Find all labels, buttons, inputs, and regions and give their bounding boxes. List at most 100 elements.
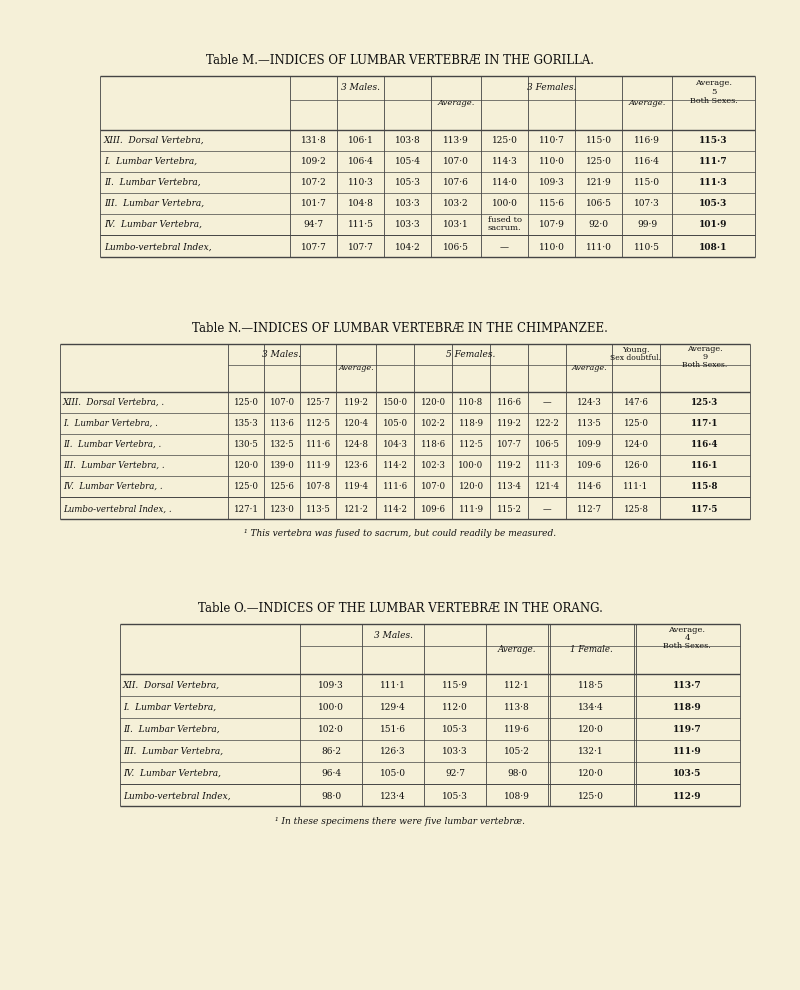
Text: 116·4: 116·4: [691, 440, 718, 449]
Text: 132·5: 132·5: [270, 440, 294, 449]
Text: 115·8: 115·8: [691, 482, 718, 491]
Text: 116·4: 116·4: [634, 157, 660, 166]
Text: 119·2: 119·2: [497, 419, 522, 428]
Text: 110·3: 110·3: [348, 178, 374, 187]
Text: 113·7: 113·7: [673, 680, 702, 689]
Text: Table M.—INDICES OF LUMBAR VERTEBRÆ IN THE GORILLA.: Table M.—INDICES OF LUMBAR VERTEBRÆ IN T…: [206, 53, 594, 66]
Text: 125·0: 125·0: [234, 482, 258, 491]
Text: 115·2: 115·2: [497, 505, 522, 514]
Text: 109·3: 109·3: [538, 178, 564, 187]
Text: 113·9: 113·9: [443, 136, 469, 145]
Text: III.  Lumbar Vertebra,: III. Lumbar Vertebra,: [123, 746, 223, 755]
Text: 105·3: 105·3: [442, 792, 468, 801]
Text: 103·8: 103·8: [394, 136, 420, 145]
Text: 116·9: 116·9: [634, 136, 660, 145]
Text: 115·9: 115·9: [442, 680, 468, 689]
Text: II.  Lumbar Vertebra,: II. Lumbar Vertebra,: [123, 725, 220, 734]
Text: —: —: [542, 505, 551, 514]
Text: Average.: Average.: [571, 364, 607, 372]
Text: 114·3: 114·3: [492, 157, 518, 166]
Text: 107·3: 107·3: [634, 199, 660, 208]
Text: IV.  Lumbar Vertebra,: IV. Lumbar Vertebra,: [123, 768, 221, 777]
Text: 119·4: 119·4: [343, 482, 369, 491]
Text: 116·1: 116·1: [691, 461, 718, 470]
Text: 112·5: 112·5: [306, 419, 330, 428]
Text: 104·2: 104·2: [394, 243, 420, 252]
Text: 150·0: 150·0: [382, 398, 407, 407]
Text: 134·4: 134·4: [578, 703, 604, 712]
Text: 105·3: 105·3: [394, 178, 421, 187]
Text: 103·2: 103·2: [443, 199, 469, 208]
Text: 105·3: 105·3: [699, 199, 728, 208]
Text: 111·5: 111·5: [347, 220, 374, 229]
Text: 108·1: 108·1: [699, 243, 728, 252]
Text: 121·4: 121·4: [534, 482, 559, 491]
Text: XII.  Dorsal Vertebra,: XII. Dorsal Vertebra,: [123, 680, 220, 689]
Text: 3 Females.: 3 Females.: [527, 83, 576, 92]
Text: 109·3: 109·3: [318, 680, 344, 689]
Text: 114·2: 114·2: [382, 461, 407, 470]
Text: Lumbo-vertebral Index,: Lumbo-vertebral Index,: [104, 243, 212, 252]
Text: 106·4: 106·4: [347, 157, 374, 166]
Text: 100·0: 100·0: [318, 703, 344, 712]
Text: 113·5: 113·5: [577, 419, 602, 428]
Text: 107·7: 107·7: [497, 440, 522, 449]
Text: IV.  Lumbar Vertebra, .: IV. Lumbar Vertebra, .: [63, 482, 162, 491]
Text: 113·4: 113·4: [497, 482, 522, 491]
Text: 103·3: 103·3: [394, 220, 420, 229]
Text: 115·0: 115·0: [634, 178, 660, 187]
Text: 112·0: 112·0: [442, 703, 468, 712]
Text: Average.: Average.: [669, 626, 706, 634]
Text: 107·0: 107·0: [421, 482, 446, 491]
Text: 117·1: 117·1: [691, 419, 718, 428]
Text: 118·9: 118·9: [673, 703, 702, 712]
Text: XIII.  Dorsal Vertebra, .: XIII. Dorsal Vertebra, .: [63, 398, 165, 407]
Text: 100·0: 100·0: [458, 461, 484, 470]
Text: 102·2: 102·2: [421, 419, 446, 428]
Text: 120·0: 120·0: [578, 768, 604, 777]
Text: 123·4: 123·4: [380, 792, 406, 801]
Text: 123·0: 123·0: [270, 505, 294, 514]
Text: 132·1: 132·1: [578, 746, 604, 755]
Text: II.  Lumbar Vertebra, .: II. Lumbar Vertebra, .: [63, 440, 162, 449]
Text: sacrum.: sacrum.: [488, 225, 522, 233]
Text: 119·6: 119·6: [504, 725, 530, 734]
Text: 120·0: 120·0: [421, 398, 446, 407]
Text: I.  Lumbar Vertebra,: I. Lumbar Vertebra,: [123, 703, 216, 712]
Text: fused to: fused to: [487, 217, 522, 225]
Text: 110·0: 110·0: [538, 157, 565, 166]
Text: 101·9: 101·9: [699, 220, 728, 229]
Text: 120·0: 120·0: [578, 725, 604, 734]
Text: 120·0: 120·0: [234, 461, 258, 470]
Text: 111·1: 111·1: [623, 482, 649, 491]
Text: 98·0: 98·0: [507, 768, 527, 777]
Text: Sex doubtful.: Sex doubtful.: [610, 354, 662, 362]
Text: 125·8: 125·8: [623, 505, 649, 514]
Text: 125·3: 125·3: [691, 398, 718, 407]
Text: 3 Males.: 3 Males.: [374, 631, 413, 640]
Text: 119·7: 119·7: [673, 725, 702, 734]
Text: 5: 5: [711, 88, 716, 96]
Text: —: —: [542, 398, 551, 407]
Text: 112·1: 112·1: [504, 680, 530, 689]
Text: I.  Lumbar Vertebra, .: I. Lumbar Vertebra, .: [63, 419, 158, 428]
Text: 111·9: 111·9: [458, 505, 483, 514]
Text: 125·0: 125·0: [578, 792, 604, 801]
Text: 111·9: 111·9: [306, 461, 330, 470]
Text: 111·3: 111·3: [534, 461, 559, 470]
Text: 110·5: 110·5: [634, 243, 660, 252]
Text: 105·0: 105·0: [380, 768, 406, 777]
Text: 129·4: 129·4: [380, 703, 406, 712]
Text: 120·0: 120·0: [458, 482, 483, 491]
Text: 111·1: 111·1: [380, 680, 406, 689]
Text: Average.: Average.: [438, 99, 474, 107]
Text: II.  Lumbar Vertebra,: II. Lumbar Vertebra,: [104, 178, 201, 187]
Text: XIII.  Dorsal Vertebra,: XIII. Dorsal Vertebra,: [104, 136, 205, 145]
Text: 112·7: 112·7: [577, 505, 602, 514]
Text: 118·9: 118·9: [458, 419, 483, 428]
Text: 117·5: 117·5: [691, 505, 718, 514]
Text: Table N.—INDICES OF LUMBAR VERTEBRÆ IN THE CHIMPANZEE.: Table N.—INDICES OF LUMBAR VERTEBRÆ IN T…: [192, 322, 608, 335]
Text: 127·1: 127·1: [234, 505, 258, 514]
Text: 105·2: 105·2: [504, 746, 530, 755]
Text: 116·6: 116·6: [497, 398, 522, 407]
